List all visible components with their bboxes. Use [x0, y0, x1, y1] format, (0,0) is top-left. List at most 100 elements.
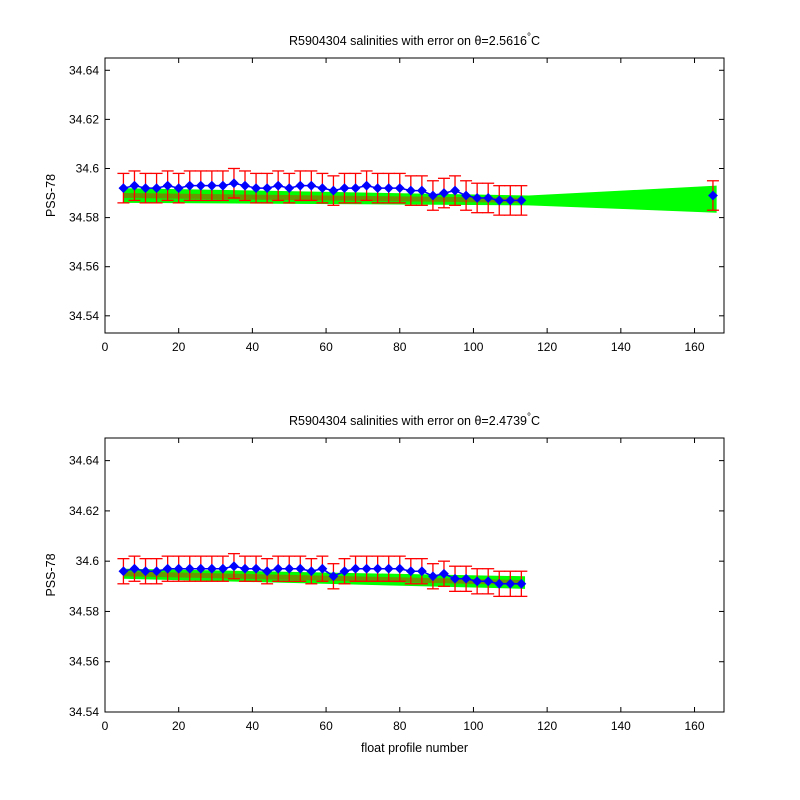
- salinity-point: [229, 561, 239, 572]
- y-tick-label: 34.62: [69, 112, 99, 126]
- salinity-point: [339, 183, 350, 194]
- salinity-point: [516, 195, 527, 206]
- salinity-point: [428, 190, 438, 201]
- salinity-point: [129, 563, 140, 574]
- salinity-point: [472, 576, 483, 587]
- x-tick-label: 80: [393, 340, 407, 354]
- x-tick-label: 20: [172, 719, 186, 733]
- salinity-point: [328, 571, 339, 582]
- salinity-point: [295, 180, 306, 191]
- salinity-point: [317, 563, 328, 574]
- salinity-point: [217, 180, 228, 191]
- x-tick-label: 20: [172, 340, 186, 354]
- x-tick-label: 40: [246, 719, 260, 733]
- x-tick-label: 100: [463, 719, 483, 733]
- salinity-point: [483, 576, 494, 587]
- plot-area: [117, 167, 719, 216]
- y-tick-label: 34.56: [69, 655, 99, 669]
- chart-panel-2: 0 20 40 60 80 100 120 140 160 34.54 34.56 34.58 34.6…: [44, 412, 725, 755]
- x-tick-label: 0: [102, 719, 109, 733]
- axes-box: [104, 57, 725, 334]
- x-tick-label: 0: [102, 340, 109, 354]
- salinity-point: [328, 185, 339, 196]
- salinity-point: [450, 185, 460, 196]
- salinity-point: [350, 183, 361, 194]
- y-tick-label: 34.6: [76, 554, 100, 568]
- chart-title-main: R5904304 salinities with error on θ=2.56…: [289, 34, 527, 48]
- salinity-point: [394, 183, 405, 194]
- salinity-point: [140, 566, 151, 577]
- salinity-point: [240, 180, 250, 191]
- salinity-point: [317, 183, 328, 194]
- x-tick-label: 160: [685, 719, 705, 733]
- salinity-point: [416, 185, 427, 196]
- chart-title-degree: °: [527, 412, 531, 423]
- salinity-point: [439, 568, 449, 579]
- salinity-point: [306, 180, 317, 191]
- salinity-point: [306, 566, 317, 577]
- chart-title: R5904304 salinities with error on θ=2.47…: [289, 412, 540, 428]
- salinity-point: [262, 566, 273, 577]
- x-tick-label: 140: [611, 719, 631, 733]
- y-axis-label: PSS-78: [44, 174, 58, 217]
- salinity-point: [251, 183, 261, 194]
- y-tick-label: 34.58: [69, 604, 99, 618]
- salinity-point: [217, 563, 228, 574]
- salinity-point: [461, 190, 471, 201]
- x-tick-label: 40: [246, 340, 260, 354]
- salinity-point: [708, 190, 718, 201]
- axes-box: [104, 437, 725, 713]
- salinity-point: [284, 183, 295, 194]
- salinity-point: [361, 563, 372, 574]
- salinity-point: [206, 180, 217, 191]
- salinity-point: [450, 573, 460, 584]
- salinity-point: [394, 563, 405, 574]
- salinity-point: [416, 566, 427, 577]
- salinity-point: [361, 180, 372, 191]
- chart-title-degree: °: [527, 32, 531, 43]
- salinity-point: [339, 566, 350, 577]
- salinity-point: [273, 563, 284, 574]
- salinity-point: [118, 183, 129, 194]
- y-tick-label: 34.54: [69, 309, 99, 323]
- salinity-point: [195, 563, 206, 574]
- x-tick-label: 140: [611, 340, 631, 354]
- x-tick-label: 100: [463, 340, 483, 354]
- y-tick-label: 34.56: [69, 260, 99, 274]
- y-tick-label: 34.62: [69, 504, 99, 518]
- salinity-point: [405, 566, 416, 577]
- salinity-point: [472, 193, 483, 203]
- y-tick-label: 34.64: [69, 454, 99, 468]
- salinity-point: [162, 563, 173, 574]
- x-tick-label: 120: [537, 719, 557, 733]
- salinity-point: [206, 563, 217, 574]
- salinity-point: [372, 183, 383, 194]
- plot-area: [117, 552, 528, 598]
- salinity-point: [405, 185, 416, 196]
- salinity-point: [151, 566, 162, 577]
- salinity-point: [439, 188, 449, 198]
- salinity-point: [173, 183, 184, 194]
- salinity-point: [516, 578, 527, 589]
- salinity-point: [383, 563, 394, 574]
- salinity-point: [505, 195, 516, 206]
- salinity-point: [461, 573, 471, 584]
- salinity-point: [494, 195, 505, 206]
- y-tick-label: 34.6: [76, 161, 100, 175]
- salinity-point: [240, 563, 250, 574]
- salinity-point: [262, 183, 273, 194]
- chart-panel-1: 0 20 40 60 80 100 120 140 160 34.54 34.56 34.58 34.6…: [44, 32, 725, 354]
- x-tick-label: 120: [537, 340, 557, 354]
- chart-title: R5904304 salinities with error on θ=2.56…: [289, 32, 540, 48]
- x-tick-label: 80: [393, 719, 407, 733]
- chart-title-unit: C: [531, 34, 540, 48]
- x-axis-label: float profile number: [361, 741, 468, 755]
- y-axis-label: PSS-78: [44, 553, 58, 596]
- salinity-point: [251, 563, 261, 574]
- salinity-point: [151, 183, 162, 194]
- salinity-point: [295, 563, 306, 574]
- y-tick-label: 34.64: [69, 63, 99, 77]
- salinity-point: [505, 578, 516, 589]
- salinity-point: [162, 180, 173, 191]
